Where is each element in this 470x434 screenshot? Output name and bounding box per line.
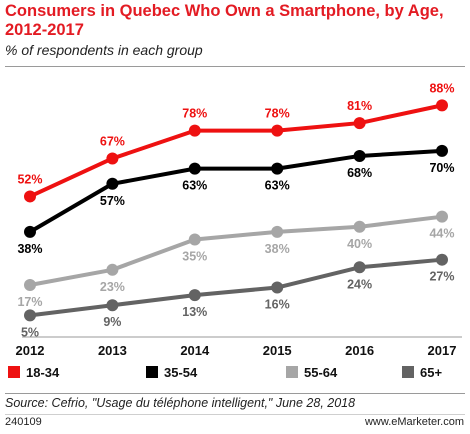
legend-label: 35-54 [164,364,198,380]
data-label: 38% [17,242,42,256]
data-label: 44% [429,227,454,241]
top-divider [5,66,465,67]
data-point [24,278,36,291]
data-label: 63% [265,179,290,193]
legend-label: 65+ [420,364,443,380]
legend-swatch [146,366,158,378]
data-point [106,299,119,312]
series-line-18-34 [29,103,443,199]
data-label: 38% [265,242,290,256]
data-label: 5% [21,325,39,339]
data-label: 81% [347,99,372,113]
data-point [436,99,448,112]
data-point [353,117,366,130]
data-label: 88% [429,81,454,95]
legend-label: 55-64 [304,364,338,380]
legend-item: 65+ [402,362,442,382]
data-point [24,309,36,322]
x-tick-label: 2017 [428,343,457,358]
data-point [188,233,201,246]
line-chart: 2012 2013 2014 2015 2016 2017 52% 67% 78% 78% 81% 8… [16,81,462,358]
data-point [188,124,201,137]
data-label: 13% [182,305,207,319]
data-label: 68% [347,166,372,180]
chart-subtitle: % of respondents in each group [5,42,203,58]
data-label: 35% [182,249,207,263]
data-point [436,144,448,157]
series-line-55-64 [29,214,443,287]
data-label: 24% [347,277,372,291]
data-label: 67% [100,134,125,148]
chart-title: Consumers in Quebec Who Own a Smartphone… [5,2,444,39]
data-label: 78% [182,107,207,121]
data-point [271,225,284,238]
series-line-35-54 [28,148,443,234]
data-label: 16% [265,298,290,312]
data-label: 70% [429,161,454,175]
data-label: 9% [103,315,121,329]
x-tick-label: 2016 [345,343,374,358]
legend-swatch [286,366,298,378]
data-point [271,162,284,175]
data-label: 78% [265,107,290,121]
data-point [353,149,366,162]
data-label: 23% [100,280,125,294]
data-point [353,261,366,274]
data-point [271,124,284,137]
legend-swatch [402,366,414,378]
data-point [353,220,366,233]
data-point [24,190,36,203]
x-tick-label: 2014 [180,343,210,358]
bottom-divider [5,393,465,394]
data-point [106,177,119,190]
data-point [106,263,119,276]
data-label: 27% [429,270,454,284]
legend-item: 55-64 [286,362,337,382]
source-note: Source: Cefrio, "Usage du téléphone inte… [5,396,356,410]
x-tick-label: 2015 [263,343,292,358]
legend-label: 18-34 [26,364,60,380]
legend-item: 35-54 [146,362,197,382]
data-point [188,289,201,302]
data-label: 57% [100,194,125,208]
legend-item: 18-34 [8,362,59,382]
data-label: 40% [347,237,372,251]
data-point [106,152,119,165]
series-line-65+ [29,257,443,318]
data-point [188,162,201,175]
data-point [436,253,448,266]
chart-id: 240109 [5,416,42,428]
data-label: 52% [17,172,42,186]
chart-legend: 18-34 35-54 55-64 65+ [0,362,470,386]
footer-divider [5,414,465,415]
x-tick-label: 2012 [16,343,45,358]
data-label: 17% [17,295,42,309]
legend-swatch [8,366,20,378]
data-point [436,210,448,223]
x-tick-label: 2013 [98,343,127,358]
data-point [24,225,36,238]
data-label: 63% [182,179,207,193]
data-point [271,281,284,294]
brand-link[interactable]: www.eMarketer.com [364,416,464,428]
